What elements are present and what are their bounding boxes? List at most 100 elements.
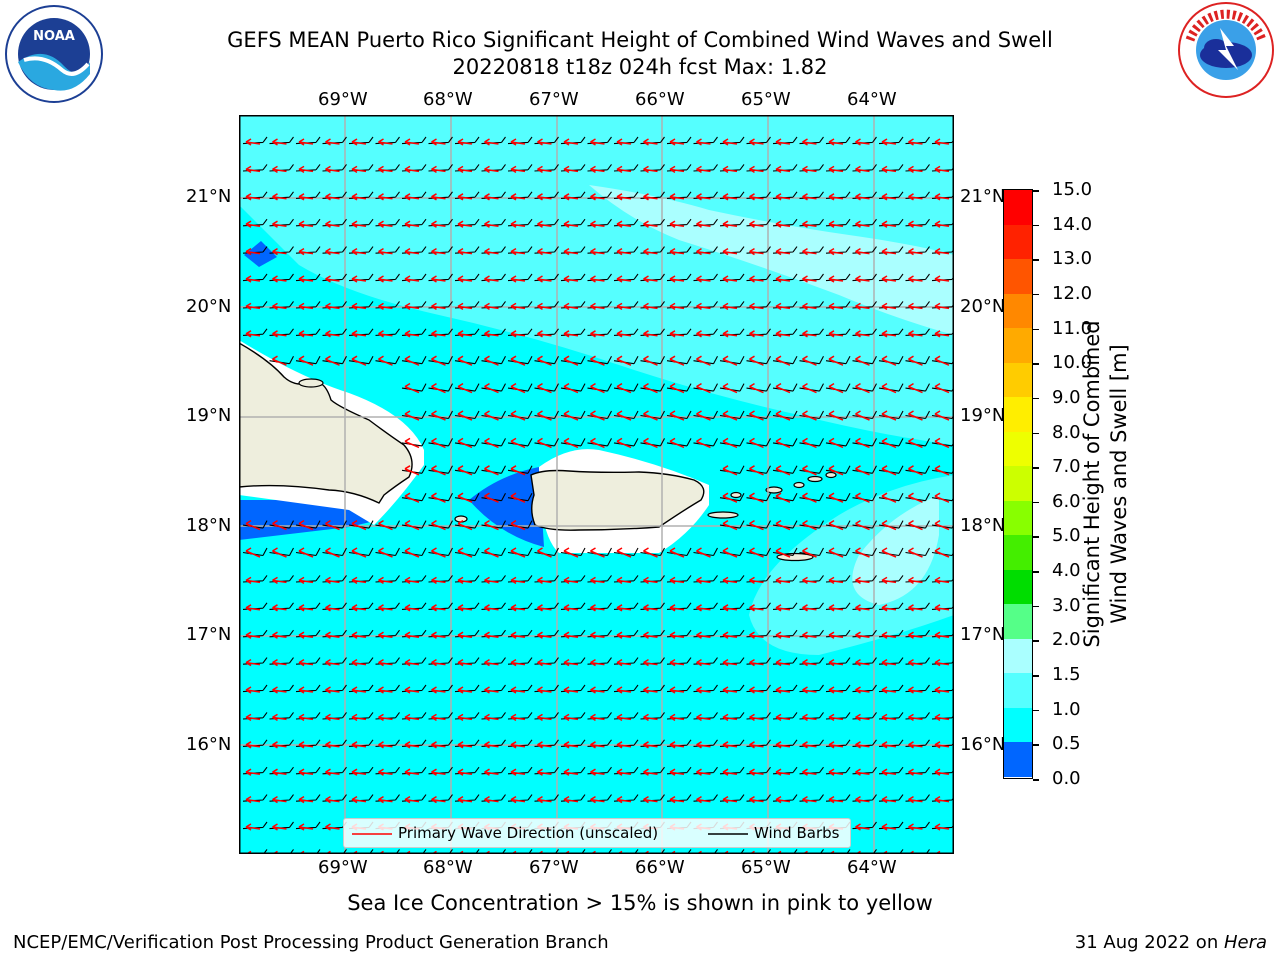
wave-direction-arrow <box>908 165 923 174</box>
colorbar-tick-mark <box>1033 640 1039 642</box>
wave-direction-arrow <box>298 768 314 776</box>
wave-direction-arrow <box>881 741 897 749</box>
wave-direction-arrow <box>881 519 897 531</box>
wave-direction-arrow <box>457 631 473 639</box>
wave-direction-arrow <box>908 658 923 667</box>
wave-direction-arrow <box>325 823 340 831</box>
wave-direction-arrow <box>749 492 764 503</box>
wave-direction-arrow <box>245 741 261 749</box>
colorbar-tick-mark <box>1033 467 1039 469</box>
wave-direction-arrow <box>245 165 261 174</box>
wave-direction-arrow <box>908 437 923 449</box>
wave-direction-arrow <box>643 686 658 694</box>
wave-direction-arrow <box>245 547 261 558</box>
wave-direction-arrow <box>828 193 844 201</box>
wave-direction-arrow <box>934 382 950 394</box>
wave-direction-arrow <box>669 193 685 201</box>
wave-direction-arrow <box>802 437 817 449</box>
wave-direction-arrow <box>802 713 817 722</box>
wave-direction-arrow <box>590 713 605 722</box>
colorbar-cell <box>1004 638 1032 674</box>
wave-direction-arrow <box>431 382 446 394</box>
wave-direction-arrow <box>696 247 711 256</box>
wave-direction-arrow <box>537 275 552 283</box>
colorbar-tick-label: 10.0 <box>1052 352 1093 374</box>
wave-direction-arrow <box>351 519 367 531</box>
wave-direction-arrow <box>855 686 870 694</box>
wave-direction-arrow <box>378 247 393 256</box>
wave-direction-arrow <box>457 492 473 503</box>
colorbar-tick-label: 1.0 <box>1052 698 1081 720</box>
wave-direction-arrow <box>775 247 791 256</box>
colorbar-tick-label: 0.5 <box>1052 733 1081 755</box>
island-vieques <box>707 511 739 519</box>
wave-direction-arrow <box>404 686 420 694</box>
wave-direction-arrow <box>325 330 340 338</box>
lat-label-left-16n: 16°N <box>186 734 232 755</box>
wave-direction-arrow <box>775 220 791 228</box>
wave-direction-arrow <box>351 547 367 558</box>
wave-direction-arrow <box>908 138 923 146</box>
wave-direction-arrow <box>934 330 950 338</box>
wave-direction-arrow <box>484 519 499 531</box>
wave-direction-arrow <box>616 382 632 394</box>
wave-direction-arrow <box>590 410 605 421</box>
wave-direction-arrow <box>457 547 473 558</box>
colorbar-cell <box>1004 604 1032 640</box>
wave-direction-arrow <box>908 547 923 558</box>
wave-direction-arrow <box>457 713 473 722</box>
wave-direction-arrow <box>855 631 870 639</box>
wave-direction-arrow <box>775 165 791 174</box>
wave-direction-arrow <box>934 576 950 585</box>
wave-direction-arrow <box>590 330 605 338</box>
wave-direction-arrow <box>934 302 950 311</box>
wave-direction-arrow <box>934 768 950 776</box>
colorbar-tick-mark <box>1033 328 1039 331</box>
wave-direction-arrow <box>484 631 499 639</box>
wave-direction-arrow <box>510 165 526 174</box>
wave-direction-arrow <box>484 795 499 804</box>
wave-direction-arrow <box>404 658 420 667</box>
wave-direction-arrow <box>351 138 367 146</box>
chart-title: GEFS MEAN Puerto Rico Significant Height… <box>227 28 1053 52</box>
wave-direction-arrow <box>616 713 632 722</box>
wave-direction-arrow <box>431 795 446 804</box>
wave-direction-arrow <box>351 713 367 722</box>
sea-ice-note: Sea Ice Concentration > 15% is shown in … <box>347 891 933 915</box>
wave-direction-arrow <box>749 138 764 146</box>
wave-direction-arrow <box>881 138 897 146</box>
wave-direction-arrow <box>404 302 420 311</box>
lon-label-top-69w: 69°W <box>318 89 368 110</box>
wave-direction-arrow <box>828 465 844 476</box>
colorbar-tick-label: 4.0 <box>1052 560 1081 582</box>
wave-direction-arrow <box>431 275 446 283</box>
wave-direction-arrow <box>722 355 738 366</box>
wave-direction-arrow <box>616 795 632 804</box>
wave-direction-arrow <box>643 220 658 228</box>
legend-barb-swatch <box>708 833 748 835</box>
wave-direction-arrow <box>749 741 764 749</box>
noaa-logo-text: NOAA <box>33 29 75 44</box>
wave-direction-arrow <box>828 631 844 639</box>
wave-direction-arrow <box>828 741 844 749</box>
wave-direction-arrow <box>722 604 738 612</box>
wave-direction-arrow <box>696 741 711 749</box>
wave-direction-arrow <box>590 604 605 612</box>
wave-direction-arrow <box>696 410 711 421</box>
wave-direction-arrow <box>881 193 897 201</box>
wave-direction-arrow <box>643 275 658 283</box>
wave-direction-arrow <box>510 713 526 722</box>
wave-direction-arrow <box>272 275 287 283</box>
wave-direction-arrow <box>934 138 950 146</box>
wave-direction-arrow <box>245 576 261 585</box>
wave-direction-arrow <box>457 330 473 338</box>
lon-label-top-66w: 66°W <box>635 89 685 110</box>
wave-direction-arrow <box>378 275 393 283</box>
wave-direction-arrow <box>722 410 738 421</box>
wave-direction-arrow <box>775 355 791 366</box>
wave-direction-arrow <box>881 713 897 722</box>
wave-direction-arrow <box>722 741 738 749</box>
wave-direction-arrow <box>404 247 420 256</box>
wave-direction-arrow <box>590 165 605 174</box>
wave-direction-arrow <box>616 658 632 667</box>
